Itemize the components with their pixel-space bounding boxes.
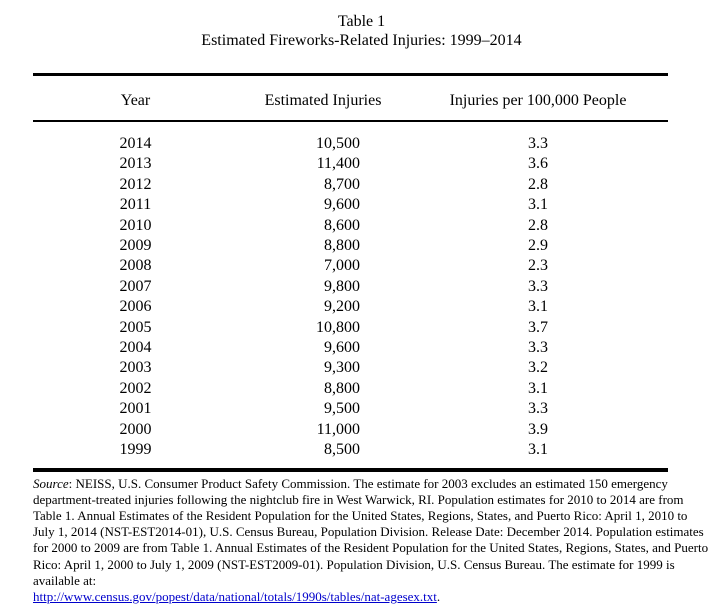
rate-cell: 3.3: [528, 400, 548, 418]
column-header-year: Year: [33, 76, 238, 122]
table-bottom-rule: [33, 467, 668, 472]
link-period: .: [436, 588, 441, 604]
table-row: 2004 9,600 3.3: [33, 338, 668, 358]
table-row: 2001 9,500 3.3: [33, 399, 668, 419]
table-subtitle: Estimated Fireworks-Related Injuries: 19…: [201, 32, 522, 49]
table-row: 2002 8,800 3.1: [33, 379, 668, 399]
column-header-estimated-injuries: Estimated Injuries: [238, 76, 408, 122]
table-title-block: Table 1 Estimated Fireworks-Related Inju…: [40, 0, 683, 50]
table-row: 2010 8,600 2.8: [33, 216, 668, 236]
table-row: 2012 8,700 2.8: [33, 175, 668, 195]
year-cell: 2000: [119, 420, 152, 438]
rate-cell: 2.8: [528, 175, 548, 193]
injuries-cell: 9,600: [324, 339, 360, 357]
table-row: 2014 10,500 3.3: [33, 121, 668, 154]
table-row: 2011 9,600 3.1: [33, 195, 668, 215]
rate-cell: 2.9: [528, 237, 548, 255]
injuries-cell: 11,000: [316, 420, 360, 438]
table-row: 2005 10,800 3.7: [33, 318, 668, 338]
rate-cell: 3.1: [528, 379, 548, 397]
year-cell: 2009: [119, 237, 152, 255]
injuries-cell: 8,700: [324, 175, 360, 193]
table-body: 2014 10,500 3.3 2013 11,400 3.6 2012 8,700 2.8 20…: [33, 121, 668, 468]
injuries-cell: 8,500: [324, 441, 360, 459]
injuries-cell: 10,500: [316, 135, 360, 152]
rate-cell: 3.2: [528, 359, 548, 377]
table-row: 2003 9,300 3.2: [33, 358, 668, 378]
rate-cell: 3.9: [528, 420, 548, 438]
year-cell: 2006: [119, 298, 152, 316]
table-row: 2006 9,200 3.1: [33, 297, 668, 317]
year-cell: 2008: [119, 257, 152, 275]
year-cell: 2004: [119, 339, 152, 357]
rate-cell: 3.7: [528, 318, 548, 336]
census-url-link[interactable]: http://www.census.gov/popest/data/nation…: [33, 588, 437, 604]
year-cell: 2002: [119, 379, 152, 397]
rate-cell: 3.3: [528, 135, 548, 152]
year-cell: 2012: [119, 175, 152, 193]
rate-cell: 3.1: [528, 196, 548, 214]
injuries-cell: 9,800: [324, 277, 360, 295]
year-cell: 2010: [119, 216, 152, 234]
rate-cell: 3.1: [528, 298, 548, 316]
injuries-table: Year Estimated Injuries Injuries per 100…: [33, 76, 668, 468]
table-row: 2009 8,800 2.9: [33, 236, 668, 256]
injuries-cell: 9,200: [324, 298, 360, 316]
injuries-cell: 8,800: [324, 379, 360, 397]
year-cell: 2013: [119, 155, 152, 173]
injuries-cell: 9,600: [324, 196, 360, 214]
table-row: 2007 9,800 3.3: [33, 277, 668, 297]
table-header-row: Year Estimated Injuries Injuries per 100…: [33, 76, 668, 122]
year-cell: 2007: [119, 277, 152, 295]
source-note: Source: NEISS, U.S. Consumer Product Saf…: [33, 476, 709, 606]
column-header-injuries-per-100000: Injuries per 100,000 People: [408, 76, 668, 122]
year-cell: 2001: [119, 400, 152, 418]
year-cell: 2005: [119, 318, 152, 336]
year-cell: 2014: [119, 135, 152, 152]
injuries-cell: 11,400: [316, 155, 360, 173]
injuries-cell: 9,300: [324, 359, 360, 377]
injuries-cell: 9,500: [324, 400, 360, 418]
year-cell: 1999: [119, 441, 152, 459]
source-label: Source: [33, 475, 69, 491]
source-text: : NEISS, U.S. Consumer Product Safety Co…: [33, 475, 709, 588]
rate-cell: 3.1: [528, 441, 548, 459]
table-row: 1999 8,500 3.1: [33, 440, 668, 467]
rate-cell: 3.6: [528, 155, 548, 173]
table-row: 2008 7,000 2.3: [33, 256, 668, 276]
rate-cell: 2.3: [528, 257, 548, 275]
rate-cell: 2.8: [528, 216, 548, 234]
injuries-cell: 7,000: [324, 257, 360, 275]
injuries-cell: 8,600: [324, 216, 360, 234]
rate-cell: 3.3: [528, 277, 548, 295]
year-cell: 2003: [119, 359, 152, 377]
year-cell: 2011: [119, 196, 152, 214]
injuries-cell: 8,800: [324, 237, 360, 255]
table-row: 2013 11,400 3.6: [33, 154, 668, 174]
rate-cell: 3.3: [528, 339, 548, 357]
injuries-cell: 10,800: [316, 318, 360, 336]
table-row: 2000 11,000 3.9: [33, 420, 668, 440]
table-top-rule: [33, 73, 668, 76]
table-number-title: Table 1: [337, 13, 386, 30]
